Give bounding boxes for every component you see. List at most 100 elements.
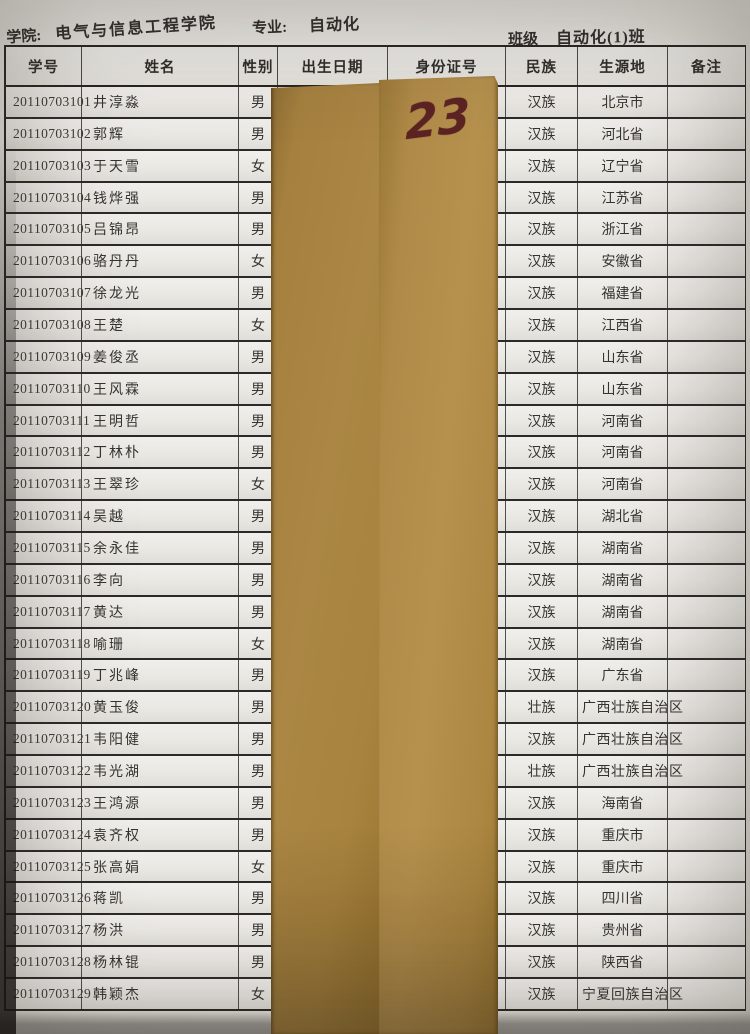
cell-id-number — [388, 692, 506, 723]
cell-remark — [668, 883, 745, 913]
cell-name: 王楚 — [82, 310, 239, 340]
cell-remark — [668, 629, 745, 659]
cell-ethnicity: 汉族 — [506, 596, 578, 627]
cell-remark — [668, 278, 745, 308]
cell-origin: 山东省 — [578, 341, 668, 372]
cell-name: 蒋凯 — [82, 883, 239, 914]
cell-student-id: 20110703127 — [6, 915, 91, 946]
cell-remark — [668, 342, 745, 372]
cell-ethnicity: 汉族 — [506, 469, 578, 500]
cell-origin: 湖南省 — [578, 628, 668, 659]
cell-student-id: 20110703126 — [6, 883, 91, 914]
cell-name: 黄玉俊 — [82, 692, 239, 723]
cell-remark — [668, 214, 745, 244]
cell-student-id: 20110703119 — [6, 660, 90, 691]
cell-id-number — [388, 87, 506, 117]
cell-origin: 湖北省 — [578, 501, 668, 532]
cell-id-number — [388, 660, 506, 691]
column-header-remarks: 备注 — [691, 59, 722, 76]
cell-student-id: 20110703123 — [6, 787, 91, 818]
column-header-birth-date: 出生日期 — [278, 47, 388, 85]
cell-id-number — [388, 118, 506, 149]
school-value: 电气与信息工程学院 — [54, 14, 218, 43]
cell-ethnicity: 汉族 — [506, 182, 578, 213]
cell-id-number — [388, 437, 506, 468]
cell-ethnicity: 汉族 — [506, 915, 578, 946]
cell-name: 韩颖杰 — [82, 979, 239, 1009]
cell-name: 钱烨强 — [82, 182, 239, 213]
cell-ethnicity: 汉族 — [506, 660, 578, 691]
cell-remark — [668, 406, 745, 436]
cell-student-id: 20110703104 — [6, 182, 91, 213]
cell-origin: 江西省 — [578, 310, 668, 340]
cell-id-number — [388, 246, 506, 277]
cell-ethnicity: 汉族 — [506, 150, 578, 181]
page-header: 学院: 电气与信息工程学院 专业: 自动化 班级 自动化(1)班 — [0, 0, 750, 49]
cell-name: 杨林锟 — [82, 947, 239, 978]
cell-id-number — [388, 214, 506, 245]
cell-remark — [668, 87, 745, 117]
school-label: 学院: — [5, 27, 42, 47]
cell-id-number — [388, 501, 506, 532]
cell-ethnicity: 汉族 — [506, 214, 578, 245]
cell-origin: 湖南省 — [578, 596, 668, 627]
cell-id-number — [388, 915, 506, 946]
cell-ethnicity: 汉族 — [506, 947, 578, 978]
cell-origin: 湖南省 — [578, 564, 668, 595]
cell-student-id: 20110703124 — [6, 819, 91, 850]
cell-ethnicity: 汉族 — [506, 310, 578, 340]
cell-id-number — [388, 564, 506, 595]
table-header-row: 学号 姓名 性别 出生日期 身份证号 民族 生源地 备注 — [6, 47, 745, 87]
cell-id-number — [388, 310, 506, 340]
cell-ethnicity: 汉族 — [506, 883, 578, 914]
cell-name: 丁林朴 — [82, 437, 239, 468]
cell-remark — [668, 151, 745, 181]
cell-ethnicity: 汉族 — [506, 979, 578, 1009]
cell-origin: 陕西省 — [578, 947, 668, 978]
cell-name: 吕锦昂 — [82, 214, 239, 245]
cell-origin: 重庆市 — [578, 851, 668, 882]
cell-student-id: 20110703103 — [6, 150, 91, 181]
cell-student-id: 20110703107 — [6, 278, 91, 309]
cell-origin: 广西壮族自治区 — [578, 724, 683, 755]
cell-student-id: 20110703109 — [6, 341, 91, 372]
cell-name: 王明哲 — [82, 405, 239, 436]
cell-student-id: 20110703114 — [6, 501, 90, 532]
cell-id-number — [388, 533, 506, 563]
cell-origin: 河南省 — [578, 437, 668, 468]
cell-student-id: 20110703115 — [6, 533, 90, 563]
cell-remark — [668, 437, 745, 467]
cell-ethnicity: 汉族 — [506, 118, 578, 149]
cell-student-id: 20110703110 — [6, 373, 90, 404]
cell-origin: 海南省 — [578, 787, 668, 818]
cell-id-number — [388, 628, 506, 659]
cell-id-number — [388, 596, 506, 627]
column-header-id-number: 身份证号 — [388, 47, 506, 85]
cell-id-number — [388, 405, 506, 436]
cell-origin: 宁夏回族自治区 — [578, 979, 683, 1009]
cell-name: 井淳淼 — [82, 87, 239, 117]
cell-origin: 河南省 — [578, 469, 668, 500]
cell-remark — [668, 469, 745, 499]
cell-ethnicity: 汉族 — [506, 341, 578, 372]
cell-name: 韦光湖 — [82, 756, 239, 786]
cell-ethnicity: 汉族 — [506, 724, 578, 755]
cell-remark — [668, 565, 745, 595]
cell-origin: 山东省 — [578, 373, 668, 404]
cell-student-id: 20110703128 — [6, 947, 91, 978]
cell-student-id: 20110703106 — [6, 246, 91, 277]
cell-name: 姜俊丞 — [82, 341, 239, 372]
cell-id-number — [388, 341, 506, 372]
cell-student-id: 20110703101 — [6, 87, 91, 117]
column-header-gender: 性别 — [239, 47, 278, 85]
cell-ethnicity: 汉族 — [506, 405, 578, 436]
cell-ethnicity: 汉族 — [506, 533, 578, 563]
cell-ethnicity: 汉族 — [506, 787, 578, 818]
cell-origin: 广西壮族自治区 — [578, 756, 683, 786]
cell-student-id: 20110703125 — [6, 851, 91, 882]
cell-student-id: 20110703113 — [6, 469, 90, 500]
cell-student-id: 20110703129 — [6, 979, 91, 1009]
cell-origin: 浙江省 — [578, 214, 668, 245]
cell-student-id: 20110703116 — [6, 564, 90, 595]
cell-remark — [668, 597, 745, 627]
